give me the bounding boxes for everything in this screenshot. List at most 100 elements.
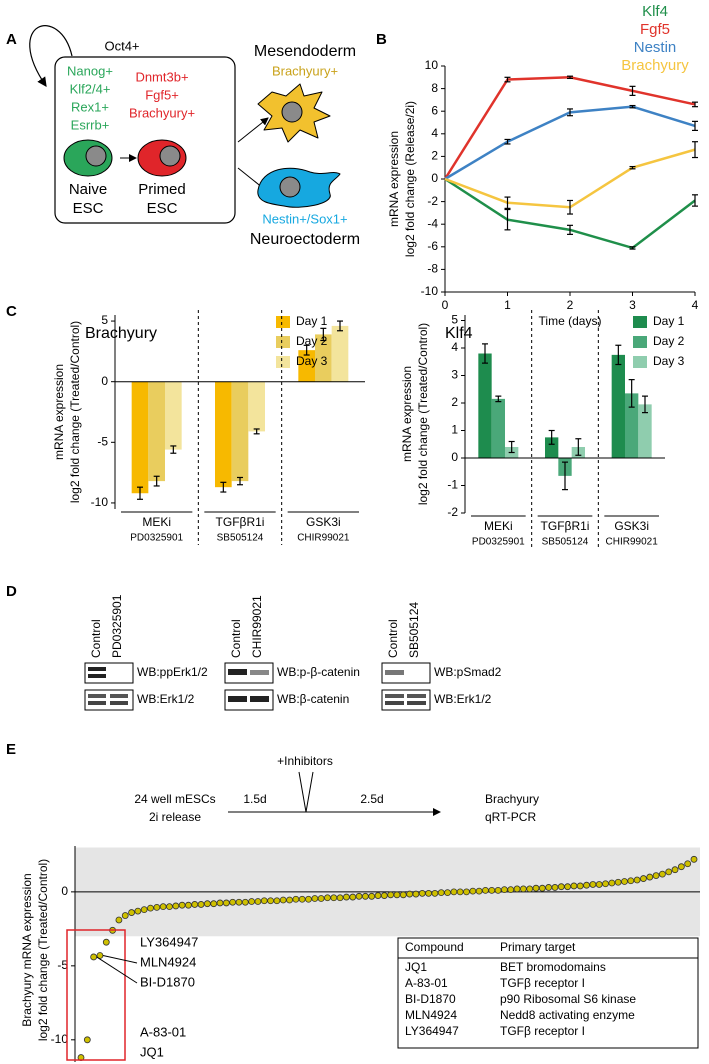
point (336, 894, 344, 902)
legend-swatch (633, 316, 647, 328)
point (551, 884, 559, 891)
y-tick-label: 2 (431, 149, 438, 163)
point (659, 870, 666, 878)
point (273, 897, 281, 905)
blot (381, 662, 431, 684)
panel-label: D (6, 583, 17, 600)
point (640, 875, 647, 882)
nucleus (159, 145, 181, 167)
bar (215, 381, 232, 488)
readout-label: Brachyury (485, 792, 539, 806)
schematic-e: +Inhibitors 24 well mESCs 2i release 1.5… (134, 754, 539, 824)
bar (165, 381, 182, 450)
y-tick-label: 1 (451, 423, 458, 437)
point (538, 884, 546, 892)
legend-swatch (276, 336, 290, 348)
point (128, 909, 135, 916)
nucleus (85, 145, 107, 167)
treatment-label: +Inhibitors (277, 754, 333, 768)
table-frame (397, 937, 699, 1049)
point (216, 899, 224, 907)
point (317, 895, 325, 902)
band (385, 701, 404, 705)
point (191, 901, 199, 908)
group-sublabel: CHIR99021 (297, 533, 350, 544)
y-axis-label: mRNA expression (400, 366, 414, 462)
y-tick-label: -4 (427, 216, 438, 230)
point (412, 890, 420, 898)
annotation: LY364947 (140, 934, 198, 949)
treatment-marker (298, 771, 314, 813)
y-tick-label: 0 (431, 171, 438, 185)
table-cell: A-83-01 (405, 976, 448, 990)
bar (131, 381, 149, 494)
band (407, 701, 426, 705)
marker: Nestin+/Sox1+ (262, 211, 347, 226)
blot-label: WB:Erk1/2 (137, 692, 195, 706)
annotation: A-83-01 (140, 1024, 186, 1039)
interval-label: 1.5d (243, 792, 266, 806)
bar (315, 334, 332, 382)
annotation: MLN4924 (140, 954, 196, 969)
band (385, 694, 404, 698)
compound-table: Compound Primary target JQ1 BET bromodom… (397, 937, 699, 1049)
point (254, 898, 262, 905)
point (501, 886, 508, 894)
lane-label: PD0325901 (110, 594, 124, 658)
group-label: MEKi (484, 519, 513, 533)
blot (224, 689, 274, 711)
cell-label: ESC (147, 200, 178, 217)
group-label: MEKi (142, 515, 171, 529)
panel-label: B (376, 31, 387, 48)
band (385, 670, 404, 675)
y-tick-label: 5 (101, 313, 108, 327)
point (456, 888, 464, 896)
point (203, 900, 211, 908)
point (437, 889, 445, 897)
group-label: GSK3i (306, 515, 341, 529)
y-axis-label: log2 fold change (Treated/Control) (36, 859, 50, 1041)
x-tick-label: 2 (567, 298, 574, 312)
oct4-label: Oct4+ (104, 38, 139, 53)
point (159, 903, 167, 911)
band (88, 694, 106, 698)
point (172, 902, 180, 910)
band (88, 674, 106, 678)
point (355, 892, 363, 900)
point (614, 878, 622, 886)
marker: Brachyury+ (129, 105, 195, 120)
point (368, 892, 376, 900)
point (519, 885, 527, 893)
table-cell: TGFβ receptor I (500, 1024, 585, 1038)
legend-label: Brachyury (621, 57, 689, 74)
blot-label: WB:β-catenin (277, 692, 349, 706)
diagram-a: Oct4+ Nanog+ Klf2/4+ Rex1+ Esrrb+ Dnmt3b… (29, 25, 360, 248)
blot (84, 662, 134, 684)
blot (381, 689, 431, 711)
cell-label: Primed (138, 181, 186, 198)
point (361, 892, 369, 900)
marker: Nanog+ (67, 63, 113, 78)
bar (611, 354, 625, 458)
group-sublabel: CHIR99021 (606, 537, 659, 548)
point (425, 889, 432, 897)
chart-title: Klf4 (445, 325, 473, 342)
y-tick-label: -10 (421, 284, 439, 298)
lane-label: Control (386, 619, 400, 658)
band (88, 667, 106, 671)
band (228, 696, 247, 702)
point (286, 896, 293, 904)
point (248, 898, 256, 905)
point (621, 878, 628, 885)
series-line (444, 148, 696, 209)
point (564, 883, 572, 891)
x-tick-label: 0 (442, 298, 449, 312)
point (185, 901, 192, 909)
point (557, 883, 565, 891)
point (444, 889, 451, 897)
point (406, 890, 414, 898)
nucleus (279, 176, 301, 198)
x-tick-label: 3 (629, 298, 636, 312)
group-label: TGFβR1i (216, 515, 265, 529)
point (469, 887, 477, 895)
